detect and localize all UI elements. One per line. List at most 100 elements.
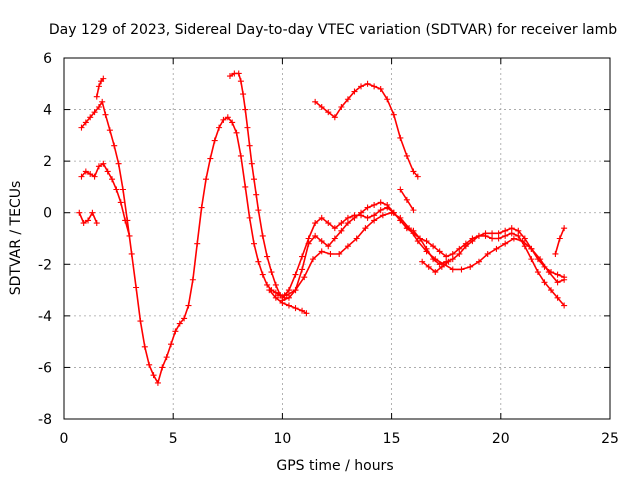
data-point xyxy=(242,106,249,113)
data-point xyxy=(117,199,124,206)
data-point xyxy=(489,235,496,242)
data-point xyxy=(390,209,397,216)
y-tick-label: -2 xyxy=(38,257,52,273)
data-point xyxy=(211,137,218,144)
data-point xyxy=(133,284,140,291)
data-point xyxy=(309,256,316,263)
data-point xyxy=(240,91,247,98)
data-point xyxy=(150,372,157,379)
series-line xyxy=(229,72,286,299)
data-point xyxy=(482,232,489,239)
data-point xyxy=(403,196,410,203)
data-point xyxy=(128,250,135,257)
data-point xyxy=(226,73,233,80)
data-point xyxy=(423,245,430,252)
data-point xyxy=(403,225,410,232)
data-point xyxy=(305,235,312,242)
data-point xyxy=(82,168,89,175)
data-point xyxy=(403,152,410,159)
data-point xyxy=(397,134,404,141)
data-point xyxy=(172,328,179,335)
data-point xyxy=(419,258,426,265)
data-point xyxy=(299,253,306,260)
data-point xyxy=(469,238,476,245)
data-point xyxy=(318,103,325,110)
data-point xyxy=(246,214,253,221)
data-point xyxy=(371,201,378,208)
data-point xyxy=(279,299,286,306)
series-sat-h xyxy=(279,199,568,309)
data-point xyxy=(327,250,334,257)
data-point xyxy=(556,235,563,242)
data-point xyxy=(379,212,386,219)
data-point xyxy=(561,276,568,283)
series-line xyxy=(277,211,565,296)
data-point xyxy=(176,320,183,327)
axis-ticks: 0 5 10 15 20 25 -8 -6 -4 -2 0 2 4 6 xyxy=(38,51,619,447)
y-tick-label: -6 xyxy=(38,360,52,376)
data-point xyxy=(99,98,106,105)
data-point xyxy=(119,186,126,193)
data-point xyxy=(410,207,417,214)
data-point xyxy=(301,274,308,281)
data-point xyxy=(303,310,310,317)
x-tick-label: 0 xyxy=(60,431,69,447)
data-point xyxy=(244,124,251,131)
data-point xyxy=(489,230,496,237)
series-sat-c xyxy=(76,209,100,227)
data-point xyxy=(207,155,214,162)
data-point xyxy=(449,250,456,257)
data-point xyxy=(76,209,83,216)
data-point xyxy=(552,250,559,257)
data-point xyxy=(95,83,102,90)
data-point xyxy=(410,168,417,175)
data-point xyxy=(189,276,196,283)
data-point xyxy=(436,248,443,255)
data-point xyxy=(216,124,223,131)
data-point xyxy=(106,127,113,134)
x-tick-label: 10 xyxy=(273,431,291,447)
series-sat-a xyxy=(78,98,292,386)
series-line xyxy=(80,101,290,384)
data-point xyxy=(384,201,391,208)
data-point xyxy=(104,168,111,175)
data-point xyxy=(390,111,397,118)
data-point xyxy=(251,176,258,183)
data-point xyxy=(545,269,552,276)
data-point xyxy=(93,220,100,227)
data-point xyxy=(154,379,161,386)
data-point xyxy=(95,163,102,170)
data-point xyxy=(416,235,423,242)
data-point xyxy=(137,318,144,325)
data-point xyxy=(185,302,192,309)
data-point xyxy=(318,238,325,245)
data-point xyxy=(312,232,319,239)
data-point xyxy=(561,225,568,232)
data-point xyxy=(534,269,541,276)
data-point xyxy=(384,96,391,103)
data-point xyxy=(122,217,129,224)
data-point xyxy=(272,294,279,301)
data-point xyxy=(235,70,242,77)
grid xyxy=(64,58,610,419)
data-point xyxy=(318,248,325,255)
data-point xyxy=(285,287,292,294)
data-point xyxy=(528,245,535,252)
data-point xyxy=(224,114,231,121)
chart-title: Day 129 of 2023, Sidereal Day-to-day VTE… xyxy=(49,22,617,38)
data-point xyxy=(377,199,384,206)
data-point xyxy=(528,256,535,263)
y-tick-label: 2 xyxy=(43,154,52,170)
data-point xyxy=(305,240,312,247)
data-point xyxy=(95,103,102,110)
data-point xyxy=(194,240,201,247)
data-point xyxy=(89,209,96,216)
series-sat-j xyxy=(312,80,421,180)
data-point xyxy=(554,294,561,301)
data-point xyxy=(159,364,166,371)
data-point xyxy=(163,354,170,361)
data-point xyxy=(198,204,205,211)
series-line xyxy=(268,289,308,315)
data-point xyxy=(292,271,299,278)
